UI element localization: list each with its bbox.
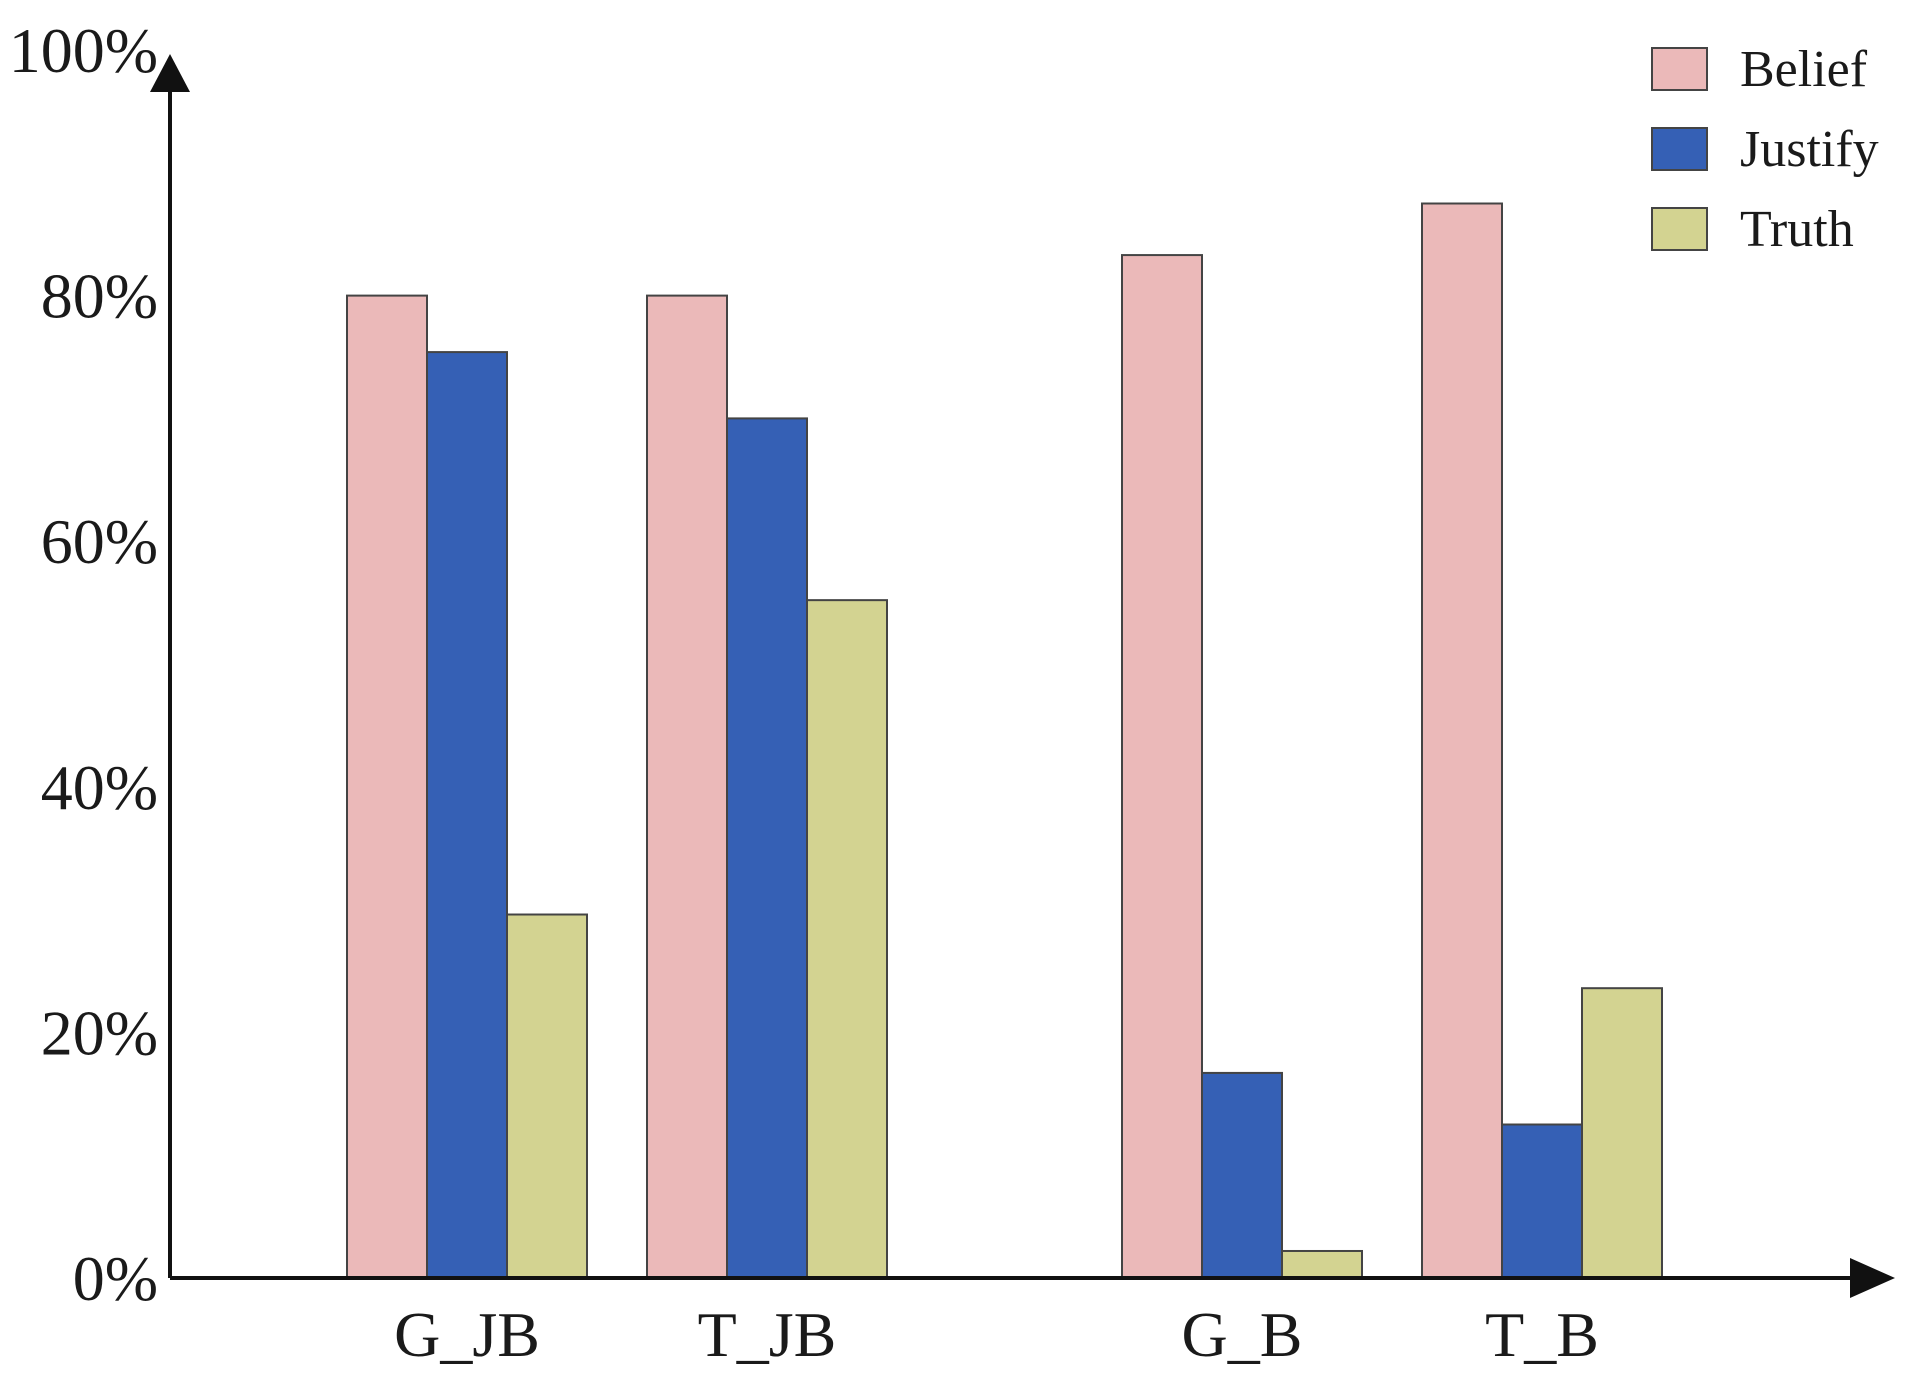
bar-truth-t_b xyxy=(1581,987,1663,1280)
bar-truth-g_jb xyxy=(506,913,588,1280)
legend-label-belief: Belief xyxy=(1740,41,1868,98)
bars-group xyxy=(346,202,1663,1280)
legend: Belief Justify Truth xyxy=(1651,41,1879,258)
y-tick-labels: 0% 20% 40% 60% 80% 100% xyxy=(9,15,158,1314)
y-tick-label: 20% xyxy=(41,997,158,1068)
y-tick-label: 100% xyxy=(9,15,158,86)
x-axis-arrow-icon xyxy=(1850,1258,1895,1298)
bar-belief-g_b xyxy=(1121,254,1203,1280)
bar-belief-t_jb xyxy=(646,294,728,1280)
bar-justify-g_jb xyxy=(426,351,508,1279)
bar-truth-g_b xyxy=(1281,1249,1363,1280)
legend-swatch-belief xyxy=(1651,47,1708,91)
y-axis-arrow-icon xyxy=(150,54,190,92)
legend-label-justify: Justify xyxy=(1740,121,1879,178)
y-tick-label: 80% xyxy=(41,261,158,332)
bar-justify-g_b xyxy=(1201,1071,1283,1279)
legend-swatch-justify xyxy=(1651,127,1708,171)
bar-truth-t_jb xyxy=(806,599,888,1279)
legend-swatch-truth xyxy=(1651,207,1708,251)
bar-justify-t_jb xyxy=(726,417,808,1279)
x-category-label: T_B xyxy=(1485,1299,1599,1370)
x-category-label: T_JB xyxy=(698,1299,837,1370)
y-tick-label: 60% xyxy=(41,506,158,577)
y-tick-label: 40% xyxy=(41,752,158,823)
bar-belief-t_b xyxy=(1421,202,1503,1279)
bar-justify-t_b xyxy=(1501,1123,1583,1279)
x-category-label: G_B xyxy=(1182,1299,1303,1370)
axes-group xyxy=(150,54,1895,1298)
y-tick-label: 0% xyxy=(73,1243,158,1314)
legend-label-truth: Truth xyxy=(1740,201,1854,258)
bar-belief-g_jb xyxy=(346,294,428,1280)
x-category-label: G_JB xyxy=(394,1299,540,1370)
x-category-labels: G_JB T_JB G_B T_B xyxy=(394,1299,1599,1370)
